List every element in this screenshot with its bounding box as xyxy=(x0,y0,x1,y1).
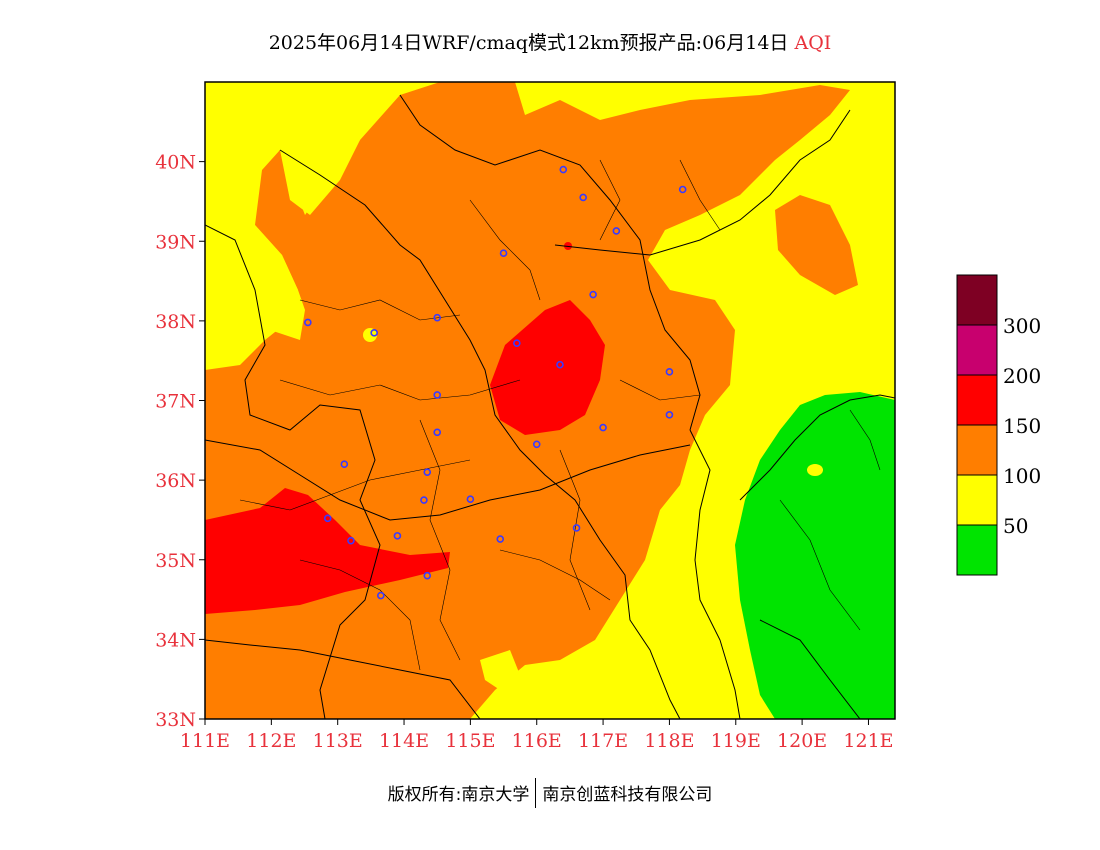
legend-swatch xyxy=(956,274,998,326)
map-title: 2025年06月14日WRF/cmaq模式12km预报产品:06月14日 AQI xyxy=(0,28,1100,55)
city-marker xyxy=(370,329,378,337)
longitude-axis: 111E 112E 113E 114E 115E 116E 117E 118E 119E 120E… xyxy=(180,719,894,752)
city-marker xyxy=(572,524,581,532)
legend-swatch xyxy=(956,324,998,376)
city-marker xyxy=(499,249,508,257)
city-marker xyxy=(433,428,442,437)
city-markers xyxy=(304,165,687,600)
copyright-footer: 版权所有:南京大学 南京创蓝科技有限公司 xyxy=(0,778,1100,810)
aqi-zone-red-west xyxy=(205,488,450,614)
aqi-zone-red-central xyxy=(490,300,605,435)
city-marker xyxy=(579,193,587,202)
lon-tick-label: 111E xyxy=(180,730,230,752)
lat-tick-label: 40N xyxy=(155,152,196,174)
city-marker xyxy=(513,339,521,347)
aqi-zone-yellow-coast-spot xyxy=(807,464,823,476)
aqi-legend: 50 100 150 200 300 xyxy=(956,274,1041,576)
map-plot-area xyxy=(205,82,895,719)
legend-swatch xyxy=(956,524,998,576)
city-marker xyxy=(556,360,564,369)
county-boundaries xyxy=(239,159,881,671)
city-marker xyxy=(347,536,355,545)
lon-tick-label: 120E xyxy=(777,730,827,752)
lat-tick-label: 33N xyxy=(155,709,196,731)
legend-swatch xyxy=(956,374,998,426)
legend-swatch xyxy=(956,424,998,476)
lat-tick-label: 38N xyxy=(155,311,196,333)
aqi-zone-yellow-north xyxy=(280,140,360,215)
city-marker xyxy=(496,535,505,543)
title-variable: AQI xyxy=(794,32,832,54)
aqi-zone-orange-east xyxy=(775,195,858,295)
lat-tick-label: 35N xyxy=(155,550,196,572)
city-marker xyxy=(589,290,597,299)
city-marker xyxy=(323,514,332,523)
latitude-axis: 33N 34N 35N 36N 37N 38N 39N 40N xyxy=(155,152,205,731)
lon-tick-label: 118E xyxy=(644,730,694,752)
aqi-zone-yellow-south xyxy=(480,650,520,690)
city-marker xyxy=(466,495,475,504)
aqi-zone-yellow-west xyxy=(205,190,305,340)
city-marker xyxy=(433,391,442,399)
city-marker xyxy=(612,227,621,235)
copyright-left: 版权所有:南京大学 xyxy=(387,785,530,805)
city-marker xyxy=(599,423,607,432)
city-marker xyxy=(340,460,349,469)
lat-tick-label: 37N xyxy=(155,391,196,413)
city-marker xyxy=(665,411,674,419)
legend-label: 50 xyxy=(1003,514,1028,538)
legend-swatch xyxy=(956,474,998,526)
city-marker xyxy=(423,468,432,476)
city-marker xyxy=(433,313,442,322)
city-marker xyxy=(665,368,674,376)
province-boundaries xyxy=(205,94,895,719)
city-marker xyxy=(532,440,541,449)
footer-separator xyxy=(535,778,537,808)
lat-tick-label: 34N xyxy=(155,629,196,651)
lon-tick-label: 116E xyxy=(512,730,562,752)
lon-tick-label: 113E xyxy=(313,730,363,752)
city-marker xyxy=(420,496,428,504)
copyright-right: 南京创蓝科技有限公司 xyxy=(542,785,713,805)
city-marker xyxy=(304,318,312,327)
lon-tick-label: 121E xyxy=(843,730,893,752)
city-marker xyxy=(393,532,402,540)
city-marker xyxy=(559,165,568,174)
legend-label: 300 xyxy=(1003,314,1041,338)
legend-label: 100 xyxy=(1003,464,1041,488)
lon-tick-label: 119E xyxy=(711,730,761,752)
city-marker xyxy=(423,571,432,580)
lon-tick-label: 112E xyxy=(246,730,296,752)
legend-label: 200 xyxy=(1003,364,1041,388)
lat-tick-label: 36N xyxy=(155,470,196,492)
title-main: 2025年06月14日WRF/cmaq模式12km预报产品:06月14日 xyxy=(268,32,789,54)
aqi-zone-green xyxy=(735,392,895,719)
lat-tick-label: 39N xyxy=(155,231,196,253)
legend-label: 150 xyxy=(1003,414,1041,438)
city-marker xyxy=(678,185,687,194)
aqi-zone-yellow-spot xyxy=(363,328,377,342)
city-marker xyxy=(377,591,385,600)
lon-tick-label: 115E xyxy=(445,730,495,752)
lon-tick-label: 117E xyxy=(578,730,628,752)
lon-tick-label: 114E xyxy=(379,730,429,752)
